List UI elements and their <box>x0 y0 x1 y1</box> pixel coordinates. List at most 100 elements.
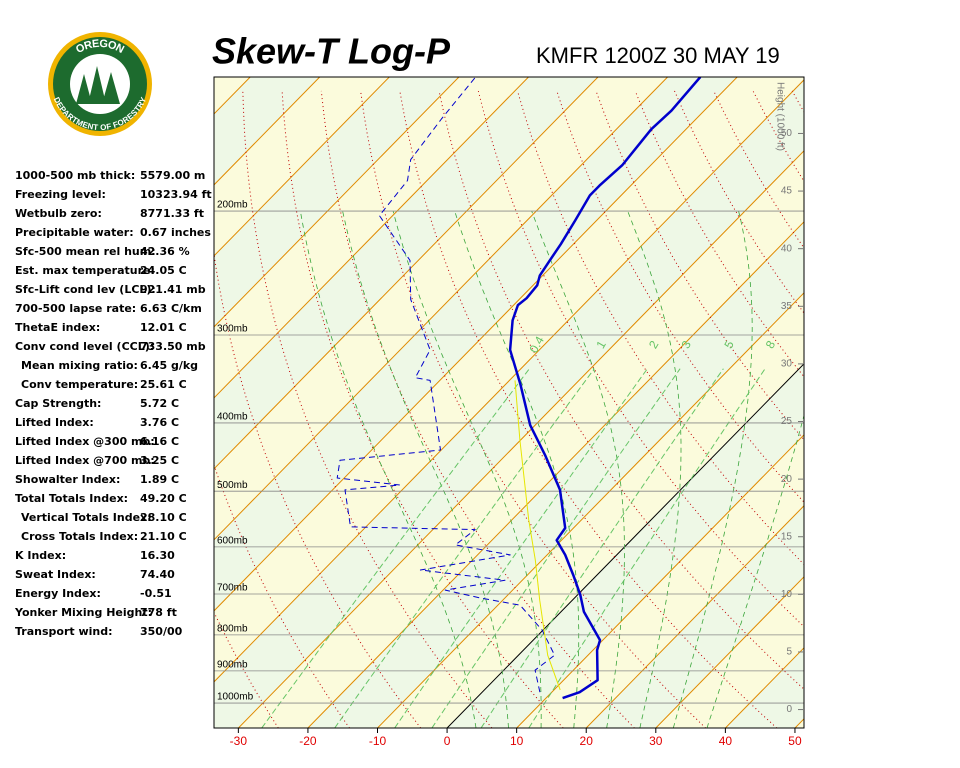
plot-background: 0.4 1 2 3 5 8 <box>214 77 960 728</box>
stat-value: 16.30 <box>140 549 175 562</box>
stat-label: Cross Totals Index: <box>21 530 138 543</box>
isotherm <box>214 77 529 399</box>
stat-label: Wetbulb zero: <box>15 207 102 220</box>
stat-label: 700-500 lapse rate: <box>15 302 136 315</box>
y2-tick-label: 40 <box>781 243 793 254</box>
stat-label: Freezing level: <box>15 188 106 201</box>
profile-line <box>336 77 556 693</box>
stat-label: Sweat Index: <box>15 568 96 581</box>
moist-adiabat <box>531 210 625 728</box>
x-tick-label: -10 <box>369 734 387 748</box>
y-tick-label: 300mb <box>217 324 248 335</box>
stat-label: ThetaE index: <box>15 321 100 334</box>
stat-label: Sfc-Lift cond lev (LCL): <box>15 283 156 296</box>
mixing-ratio-line <box>528 368 766 728</box>
isotherm-band <box>795 718 804 728</box>
isotherm-band <box>214 79 804 728</box>
y2-tick-label: 10 <box>781 589 793 600</box>
dry-adiabat <box>910 91 960 728</box>
dry-adiabat <box>214 611 279 728</box>
isotherm <box>214 77 738 612</box>
logo-top-text: OREGON <box>74 38 126 56</box>
isotherm <box>214 77 599 470</box>
moist-adiabat <box>300 211 477 728</box>
stat-value: 25.61 C <box>140 378 187 391</box>
x-tick-label: -30 <box>230 734 248 748</box>
isotherm <box>377 292 804 728</box>
dry-adiabat <box>871 91 960 728</box>
x-tick-label: 30 <box>649 734 663 748</box>
dry-adiabat <box>831 91 960 728</box>
y-tick-label: 600mb <box>217 536 248 547</box>
y2-tick-label: 20 <box>781 474 793 485</box>
moist-adiabat <box>672 211 753 728</box>
stat-value: 3.25 C <box>140 454 179 467</box>
dry-adiabat <box>360 90 706 728</box>
stat-label: Energy Index: <box>15 587 101 600</box>
y2-tick-label: 5 <box>786 647 792 658</box>
y-tick-label: 500mb <box>217 480 248 491</box>
profiles <box>336 77 702 700</box>
stat-value: 921.41 mb <box>140 283 206 296</box>
isotherm <box>655 576 804 728</box>
x-tick-label: 40 <box>719 734 733 748</box>
stat-label: Lifted Index: <box>15 416 94 429</box>
y-tick-label: 400mb <box>217 412 248 423</box>
dry-adiabat <box>320 90 635 728</box>
moist-adiabat <box>342 211 509 728</box>
stat-value: 6.45 g/kg <box>140 359 198 372</box>
logo-top: OREGON <box>74 38 126 56</box>
stat-value: 6.63 C/km <box>140 302 202 315</box>
stat-value: 5.72 C <box>140 397 179 410</box>
stat-value: 24.05 C <box>140 264 187 277</box>
isotherm <box>585 505 804 728</box>
isotherm <box>865 77 960 728</box>
stat-value: 21.10 C <box>140 530 187 543</box>
stat-label: Total Totals Index: <box>15 492 128 505</box>
moist-adiabat <box>706 413 804 728</box>
stat-label: Conv cond level (CCL): <box>15 340 154 353</box>
stat-value: 350/00 <box>140 625 183 638</box>
isotherm <box>307 221 804 728</box>
stat-value: 3.76 C <box>140 416 179 429</box>
isotherm <box>794 718 804 728</box>
stat-label: Lifted Index @300 mb: <box>15 435 155 448</box>
isotherm <box>214 79 804 683</box>
x-tick-label: 50 <box>788 734 802 748</box>
moist-adiabat <box>392 210 542 728</box>
stat-label: Mean mixing ratio: <box>21 359 138 372</box>
isotherm <box>214 77 390 257</box>
stats-table: 1000-500 mb thick: 5579.00 m Freezing leve… <box>14 169 212 638</box>
stat-label: Cap Strength: <box>15 397 101 410</box>
stat-value: 733.50 mb <box>140 340 206 353</box>
stat-value: 0.67 inches <box>140 226 211 239</box>
y2-tick-label: 15 <box>781 531 793 542</box>
stat-label: Showalter Index: <box>15 473 120 486</box>
stat-label: Est. max temperature: <box>15 264 155 277</box>
y-tick-label: 700mb <box>217 583 248 594</box>
stat-label: K Index: <box>15 549 66 562</box>
mixing-ratio-line <box>480 368 724 728</box>
x-tick-label: 10 <box>510 734 524 748</box>
logo: OREGON DEPARTMENT OF FORESTRY <box>48 32 152 136</box>
isotherm <box>238 150 804 728</box>
stat-label: 1000-500 mb thick: <box>15 169 135 182</box>
stat-value: 74.40 <box>140 568 175 581</box>
stat-label: Vertical Totals Index: <box>21 511 152 524</box>
stat-value: 6.16 C <box>140 435 179 448</box>
y-tick-label: 800mb <box>217 623 248 634</box>
y-tick-label: 1000mb <box>217 692 254 703</box>
stat-value: 12.01 C <box>140 321 187 334</box>
stat-value: 10323.94 ft <box>140 188 212 201</box>
mixing-ratio-line <box>261 368 530 728</box>
logo-trees <box>76 66 120 104</box>
chart-subtitle: KMFR 1200Z 30 MAY 19 <box>536 43 780 68</box>
y2-tick-label: 30 <box>781 359 793 370</box>
profile-line <box>508 77 702 700</box>
x-tick-label: 20 <box>580 734 594 748</box>
stat-value: 778 ft <box>140 606 177 619</box>
stat-value: 5579.00 m <box>140 169 205 182</box>
y-tick-label: 900mb <box>217 659 248 670</box>
chart-title: Skew-T Log-P <box>212 31 451 72</box>
